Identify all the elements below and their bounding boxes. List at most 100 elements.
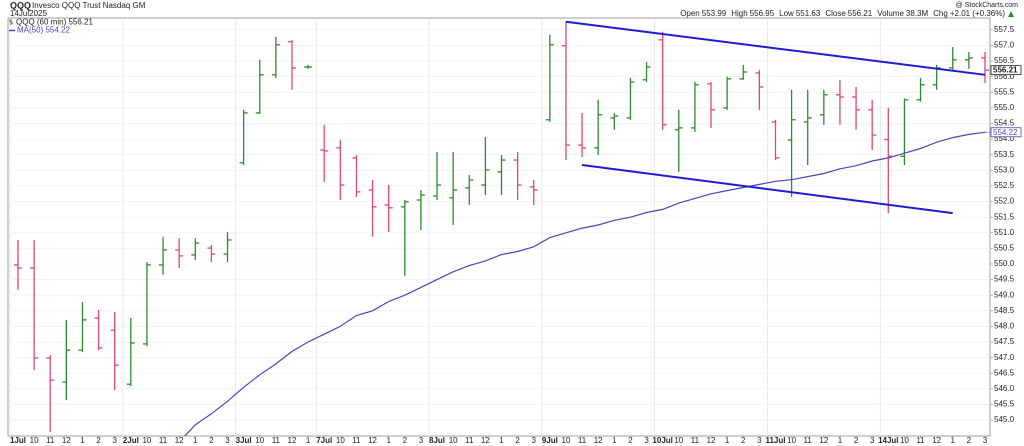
stat-value: 556.21 <box>848 9 873 18</box>
x-tick-label: 2Jul <box>123 436 139 445</box>
x-tick-label: 3 <box>225 436 230 445</box>
x-tick-label: 2 <box>96 436 101 445</box>
x-tick-label: 1 <box>193 436 198 445</box>
ma-line <box>183 131 986 436</box>
legend-label: MA(50) 554.22 <box>17 26 70 35</box>
stat-label: Open <box>680 9 700 18</box>
x-tick-label: 2 <box>515 436 520 445</box>
chart-title: Invesco QQQ Trust Nasdaq GM <box>32 1 146 10</box>
x-tick-label: 1 <box>612 436 617 445</box>
y-tick-label: 557.0 <box>994 41 1015 50</box>
x-tick-label: 10 <box>787 436 796 445</box>
x-tick-label: 11 <box>46 436 55 445</box>
x-tick-label: 2 <box>741 436 746 445</box>
y-tick-label: 555.0 <box>994 103 1015 112</box>
x-tick-label: 8Jul <box>429 436 445 445</box>
x-tick-label: 10 <box>900 436 909 445</box>
stat-label: Chg <box>933 9 948 18</box>
stat-label: Close <box>825 9 846 18</box>
up-arrow <box>1008 11 1014 17</box>
y-tick-label: 550.0 <box>994 259 1015 268</box>
x-tick-label: 1 <box>80 436 85 445</box>
ma-last-label: 554.22 <box>993 128 1018 137</box>
ma-last-box <box>990 127 1022 138</box>
x-tick-label: 10 <box>142 436 151 445</box>
x-tick-label: 3 <box>757 436 762 445</box>
stat-label: High <box>731 9 747 18</box>
legend-label: QQQ (60 min) 556.21 <box>16 18 93 27</box>
y-tick-label: 552.5 <box>994 181 1015 190</box>
x-tick-label: 12 <box>62 436 71 445</box>
x-tick-label: 10 <box>30 436 39 445</box>
x-tick-label: 12 <box>175 436 184 445</box>
x-tick-label: 12 <box>932 436 941 445</box>
stat-value: +2.01 (+0.36%) <box>950 9 1005 18</box>
x-tick-label: 7Jul <box>316 436 332 445</box>
x-tick-label: 2 <box>967 436 972 445</box>
x-tick-label: 3 <box>644 436 649 445</box>
x-tick-label: 11 <box>578 436 587 445</box>
x-tick-label: 1 <box>725 436 730 445</box>
y-tick-label: 546.0 <box>994 384 1015 393</box>
stat-value: 38.3M <box>906 9 929 18</box>
y-tick-label: 553.5 <box>994 150 1015 159</box>
symbol: QQQ <box>10 0 31 10</box>
y-tick-label: 548.0 <box>994 322 1015 331</box>
x-tick-label: 3 <box>112 436 117 445</box>
x-tick-label: 12 <box>707 436 716 445</box>
x-tick-label: 1Jul <box>10 436 26 445</box>
plot-frame <box>7 17 991 437</box>
x-tick-label: 9Jul <box>542 436 558 445</box>
stat-value: 556.95 <box>750 9 775 18</box>
y-tick-label: 551.0 <box>994 228 1015 237</box>
y-tick-label: 553.0 <box>994 165 1015 174</box>
date: 14Jul2025 <box>10 9 47 18</box>
y-tick-label: 554.5 <box>994 119 1015 128</box>
x-tick-label: 11 <box>465 436 474 445</box>
y-tick-label: 549.5 <box>994 275 1015 284</box>
trendline <box>565 20 986 76</box>
x-tick-label: 1 <box>838 436 843 445</box>
stat-value: 551.63 <box>796 9 821 18</box>
x-tick-label: 10Jul <box>652 436 672 445</box>
x-tick-label: 11 <box>159 436 168 445</box>
price-last-box <box>990 65 1022 76</box>
y-tick-label: 545.5 <box>994 400 1015 409</box>
x-tick-label: 12 <box>368 436 377 445</box>
legend-icon-ohlc <box>9 19 13 25</box>
y-tick-label: 549.0 <box>994 290 1015 299</box>
x-tick-label: 2 <box>209 436 214 445</box>
stat-value: 553.99 <box>702 9 727 18</box>
x-tick-label: 11 <box>352 436 361 445</box>
x-tick-label: 12 <box>481 436 490 445</box>
stats: Open 553.99 High 556.95 Low 551.63 Close 556.21… <box>680 9 1005 18</box>
y-tick-label: 547.0 <box>994 353 1015 362</box>
x-tick-label: 12 <box>819 436 828 445</box>
x-tick-label: 2 <box>628 436 633 445</box>
x-tick-label: 14Jul <box>878 436 898 445</box>
x-tick-label: 11Jul <box>765 436 785 445</box>
x-tick-label: 1 <box>386 436 391 445</box>
x-tick-label: 2 <box>403 436 408 445</box>
x-tick-label: 10 <box>255 436 264 445</box>
x-tick-label: 3 <box>983 436 988 445</box>
y-tick-label: 556.0 <box>994 72 1015 81</box>
source: @ StockCharts.com <box>956 2 1019 9</box>
x-tick-label: 1 <box>306 436 311 445</box>
x-tick-label: 3 <box>532 436 537 445</box>
x-tick-label: 3 <box>870 436 875 445</box>
price-last-label: 556.21 <box>993 66 1018 75</box>
x-tick-label: 11 <box>916 436 925 445</box>
trendline <box>581 164 953 215</box>
stat-label: Low <box>779 9 794 18</box>
x-tick-label: 3 <box>419 436 424 445</box>
y-tick-label: 556.5 <box>994 56 1015 65</box>
y-tick-label: 555.5 <box>994 87 1015 96</box>
x-tick-label: 11 <box>804 436 813 445</box>
y-tick-label: 547.5 <box>994 337 1015 346</box>
y-tick-label: 546.5 <box>994 368 1015 377</box>
y-tick-label: 551.5 <box>994 212 1015 221</box>
x-tick-label: 12 <box>288 436 297 445</box>
y-tick-label: 545.0 <box>994 415 1015 424</box>
